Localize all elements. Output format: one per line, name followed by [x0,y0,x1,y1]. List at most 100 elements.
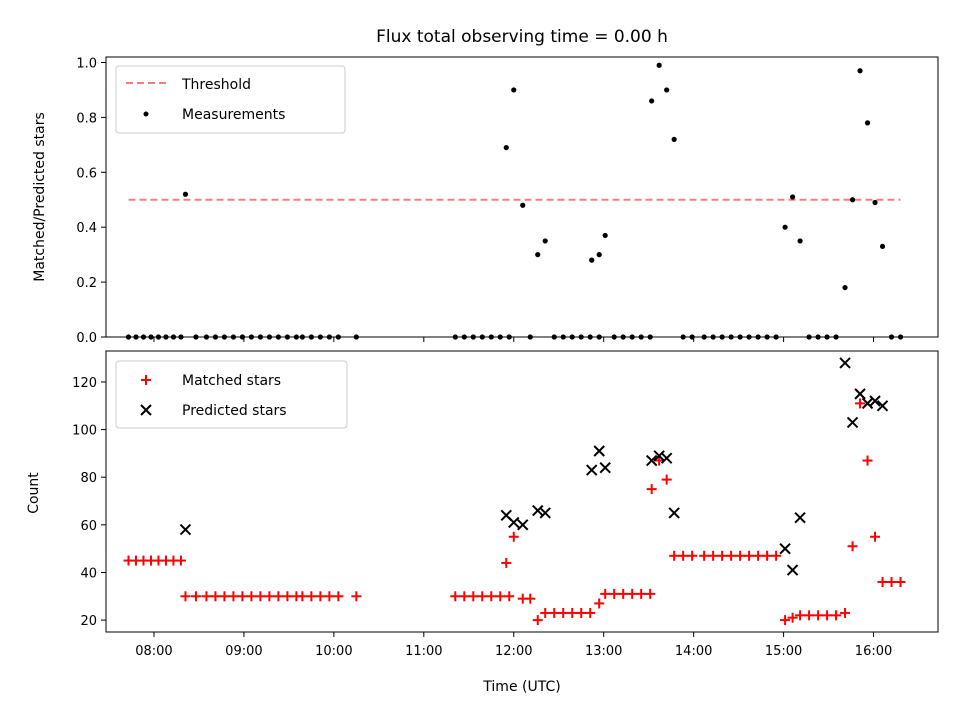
bottom-x-tick-label: 11:00 [405,644,442,659]
x-stroke-b [140,404,152,416]
matched-point [840,607,851,618]
predicted-point [653,450,665,462]
top-title: Flux total observing time = 0.00 h [376,27,668,47]
x-stroke-b [539,507,551,519]
x-stroke-b [869,395,881,407]
predicted-point [786,564,799,576]
matched-point [813,610,824,621]
matched-point [822,610,833,621]
x-stroke-b [517,519,529,531]
predicted-point [532,504,544,517]
bottom-legend-box [115,360,348,429]
top-y-tick-label: 0.4 [76,221,97,236]
matched-point [886,576,897,587]
predicted-point [586,464,598,476]
matched-point [175,555,186,566]
bottom-y-ticks: 20 40 60 80 100 120 [72,376,106,629]
matched-point [726,550,737,561]
matched-point [273,591,284,602]
bottom-x-tick-label: 13:00 [585,644,622,659]
matched-point [306,591,317,602]
bottom-x-tick-label: 16:00 [855,644,892,659]
matched-point [862,455,873,466]
matched-point [237,591,248,602]
measurement-point [849,197,856,203]
matched-point [549,607,560,618]
matched-point [190,591,201,602]
matched-point [558,607,569,618]
predicted-point [179,523,192,536]
x-stroke-b [179,523,192,536]
matched-point [877,576,888,587]
matched-legend-marker [141,375,151,385]
matched-point [525,593,536,604]
matched-point [210,591,221,602]
matched-point [228,591,239,602]
x-stroke-b [500,509,512,522]
matched-point [735,550,746,561]
matched-point [895,576,906,587]
x-stroke-b [653,450,665,462]
matched-point [495,591,506,602]
bottom-x-ticks: 08:00 09:00 10:00 11:00 12:00 13:00 14:00 15:00… [135,632,892,659]
bottom-y-axis-label: Count [26,472,42,514]
measurement-point [511,87,517,93]
matched-point [780,615,791,626]
matched-point [645,588,656,599]
top-y-tick-label: 0.8 [76,111,97,126]
matched-point [855,398,866,409]
matched-point [477,591,488,602]
bottom-y-tick-label: 120 [72,376,97,391]
x-stroke-b [846,416,859,429]
predicted-point [854,388,866,400]
matched-point [787,612,798,623]
bottom-x-tick-label: 09:00 [225,644,262,659]
bottom-axes-frame [105,350,939,633]
bottom-y-tick-label: 80 [80,471,97,486]
predicted-point [794,511,806,524]
matched-point [771,550,782,561]
x-stroke-b [794,511,806,524]
measurement-point [520,202,526,208]
measurement-point [542,238,548,244]
matched-point [609,588,620,599]
measurement-point [535,252,541,258]
top-axes-frame [105,56,939,338]
predicted-point [779,542,791,555]
bottom-x-tick-label: 08:00 [135,644,172,659]
matched-point [201,591,212,602]
matched-point [600,588,611,599]
predicted-point [508,516,520,529]
matched-point [687,550,698,561]
matched-point [717,550,728,561]
predicted-point [645,454,658,467]
bottom-x-tick-label: 15:00 [765,644,802,659]
top-panel: Flux total observing time = 0.00 h 0.00.… [32,27,939,346]
measurement-point [671,136,677,142]
matched-point [678,550,689,561]
x-stroke-b [854,388,866,400]
matched-point [762,550,773,561]
predicted-point [599,461,611,474]
x-stroke-b [861,397,874,410]
top-x-ticks [153,337,875,342]
matched-point [654,455,665,466]
predicted-point [846,416,859,429]
predicted-legend-marker [140,404,152,416]
matched-point [661,474,672,485]
measurement-point [602,232,608,239]
x-stroke-b [839,357,851,369]
matched-point [627,588,638,599]
matched-point [753,550,764,561]
matched-point [246,591,257,602]
predicted-legend-icon [140,404,152,416]
measurement-point [879,243,886,250]
matched-point [699,550,710,561]
measurement-point [797,238,803,244]
x-stroke-b [586,464,598,476]
matched-point [646,484,657,495]
matched-point [351,591,362,602]
measurement-point [664,87,670,93]
x-stroke-b [668,507,680,519]
